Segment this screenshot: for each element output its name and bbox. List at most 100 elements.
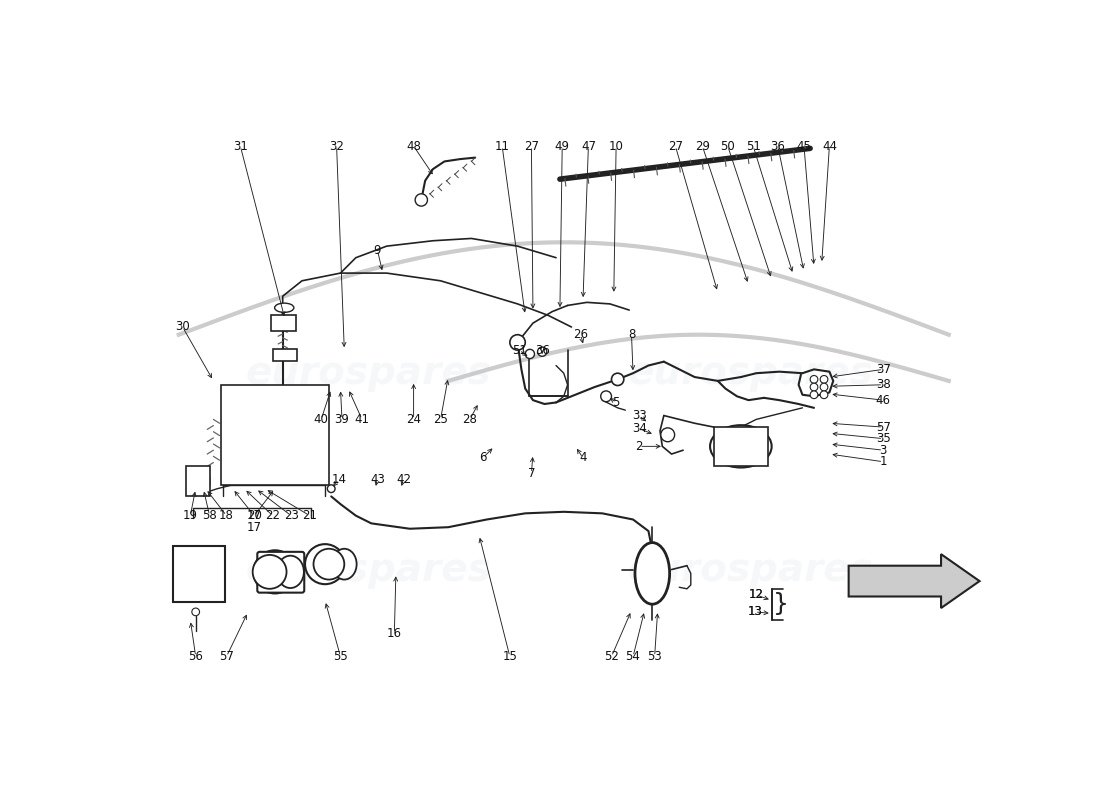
Text: eurospares: eurospares xyxy=(246,551,492,590)
Text: 35: 35 xyxy=(876,432,891,445)
Text: 7: 7 xyxy=(528,467,536,480)
Bar xyxy=(714,427,768,466)
Text: 15: 15 xyxy=(503,650,517,663)
Bar xyxy=(173,546,224,602)
Text: 42: 42 xyxy=(396,473,411,486)
Text: 51: 51 xyxy=(512,344,527,357)
Ellipse shape xyxy=(277,556,304,588)
Text: 37: 37 xyxy=(876,363,891,376)
Text: 2: 2 xyxy=(636,440,644,453)
Circle shape xyxy=(661,428,674,442)
Text: eurospares: eurospares xyxy=(627,354,873,392)
Text: 4: 4 xyxy=(580,451,586,464)
Ellipse shape xyxy=(635,542,670,604)
Text: 18: 18 xyxy=(219,509,234,522)
Text: 53: 53 xyxy=(647,650,662,663)
Text: 21: 21 xyxy=(302,509,317,522)
Text: 22: 22 xyxy=(265,509,280,522)
Text: 56: 56 xyxy=(188,650,204,663)
Circle shape xyxy=(415,194,428,206)
Text: 57: 57 xyxy=(876,421,891,434)
Text: 51: 51 xyxy=(746,139,760,153)
Circle shape xyxy=(509,334,526,350)
Text: 9: 9 xyxy=(374,243,382,257)
Circle shape xyxy=(612,373,624,386)
Text: 40: 40 xyxy=(314,413,329,426)
Text: 32: 32 xyxy=(329,139,344,153)
FancyArrow shape xyxy=(849,554,980,608)
Bar xyxy=(274,349,297,361)
Circle shape xyxy=(601,391,612,402)
Text: 58: 58 xyxy=(202,509,217,522)
Circle shape xyxy=(314,549,344,579)
Text: 17: 17 xyxy=(246,521,262,534)
Bar xyxy=(271,315,296,331)
Text: 33: 33 xyxy=(631,409,647,422)
Ellipse shape xyxy=(332,549,356,579)
Text: 25: 25 xyxy=(433,413,448,426)
Text: 38: 38 xyxy=(876,378,891,391)
Text: 12: 12 xyxy=(749,589,763,602)
Circle shape xyxy=(821,391,828,398)
Bar xyxy=(221,385,329,485)
Text: 52: 52 xyxy=(604,650,619,663)
Circle shape xyxy=(328,485,336,493)
Text: 26: 26 xyxy=(573,328,588,341)
Text: 27: 27 xyxy=(668,139,683,153)
Circle shape xyxy=(810,375,818,383)
Text: 36: 36 xyxy=(770,139,785,153)
Text: 34: 34 xyxy=(631,422,647,435)
Text: 47: 47 xyxy=(581,139,596,153)
Text: 19: 19 xyxy=(183,509,198,522)
Ellipse shape xyxy=(275,303,294,312)
Text: 16: 16 xyxy=(387,627,402,640)
Text: 13: 13 xyxy=(747,606,762,618)
Text: 17: 17 xyxy=(246,509,262,522)
Circle shape xyxy=(538,347,547,356)
Text: 31: 31 xyxy=(233,139,248,153)
Text: eurospares: eurospares xyxy=(246,354,492,392)
Text: 44: 44 xyxy=(822,139,837,153)
Circle shape xyxy=(821,383,828,391)
Text: 28: 28 xyxy=(462,413,477,426)
Circle shape xyxy=(305,544,345,584)
Circle shape xyxy=(253,555,286,589)
Text: 24: 24 xyxy=(406,413,421,426)
Circle shape xyxy=(526,350,535,358)
Text: 11: 11 xyxy=(495,139,509,153)
Circle shape xyxy=(810,391,818,398)
Ellipse shape xyxy=(711,425,772,467)
Text: 5: 5 xyxy=(613,396,619,409)
Text: 48: 48 xyxy=(406,139,421,153)
Text: 43: 43 xyxy=(370,473,385,486)
Text: 1: 1 xyxy=(880,455,887,468)
Text: 46: 46 xyxy=(876,394,891,406)
Text: eurospares: eurospares xyxy=(627,551,873,590)
Text: 54: 54 xyxy=(626,650,640,663)
Text: 36: 36 xyxy=(535,344,550,357)
Text: 30: 30 xyxy=(175,321,190,334)
FancyBboxPatch shape xyxy=(257,552,305,593)
Circle shape xyxy=(191,608,199,616)
Text: 10: 10 xyxy=(608,139,624,153)
Text: 57: 57 xyxy=(219,650,234,663)
Bar xyxy=(186,466,209,496)
Text: 39: 39 xyxy=(334,413,350,426)
Text: 8: 8 xyxy=(628,328,635,341)
Text: 20: 20 xyxy=(246,509,262,522)
Text: 29: 29 xyxy=(695,139,710,153)
Text: 6: 6 xyxy=(480,451,486,464)
Text: 27: 27 xyxy=(524,139,539,153)
Text: 49: 49 xyxy=(554,139,570,153)
Text: 55: 55 xyxy=(333,650,348,663)
Text: }: } xyxy=(773,592,789,616)
Text: 41: 41 xyxy=(354,413,370,426)
Circle shape xyxy=(810,383,818,391)
Text: 13: 13 xyxy=(747,606,762,618)
Text: 50: 50 xyxy=(720,139,735,153)
Text: 14: 14 xyxy=(331,473,346,486)
Text: 45: 45 xyxy=(796,139,812,153)
Circle shape xyxy=(253,550,297,594)
Text: 23: 23 xyxy=(284,509,298,522)
Circle shape xyxy=(821,375,828,383)
